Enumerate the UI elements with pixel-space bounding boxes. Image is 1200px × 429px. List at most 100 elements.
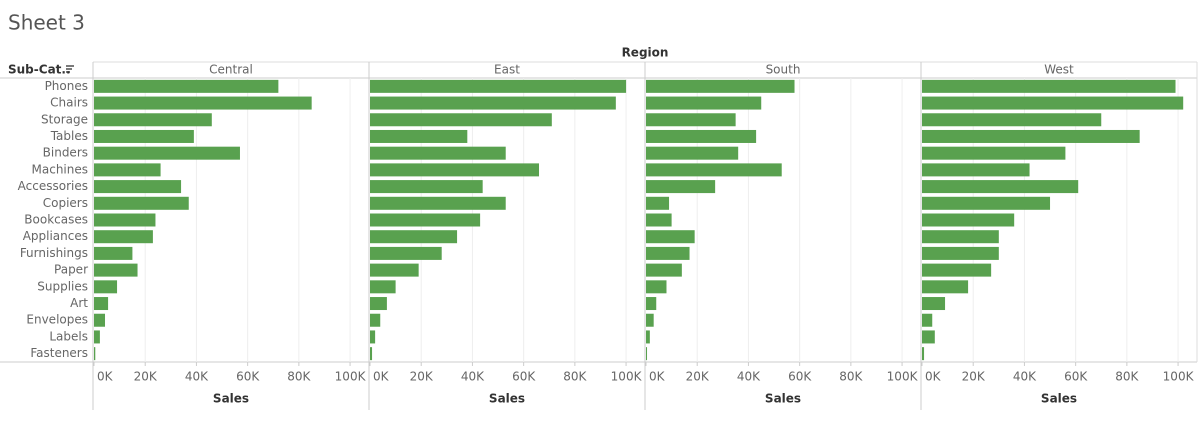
bar: [94, 297, 109, 311]
bar: [922, 180, 1079, 194]
row-label: Paper: [54, 263, 88, 277]
row-header: Sub-Cat..: [8, 63, 71, 77]
x-tick-label: 40K: [185, 370, 209, 384]
panel-header: South: [766, 63, 801, 77]
bar: [94, 96, 312, 110]
x-tick-label: 100K: [611, 370, 643, 384]
row-label: Tables: [50, 129, 88, 143]
bar: [922, 263, 992, 277]
bar: [922, 313, 933, 327]
x-tick-label: 20K: [686, 370, 710, 384]
bar: [94, 213, 156, 227]
bar: [922, 246, 999, 260]
bar: [94, 280, 118, 294]
panel-header: West: [1044, 63, 1074, 77]
bar: [922, 330, 935, 344]
bar: [370, 79, 627, 93]
bar: [370, 263, 419, 277]
panel-header: Central: [209, 63, 253, 77]
bar: [922, 347, 925, 361]
bar: [922, 113, 1102, 127]
bar: [646, 347, 648, 361]
bar: [922, 146, 1066, 160]
bar: [646, 129, 757, 143]
row-label: Machines: [32, 162, 88, 176]
bar: [370, 246, 442, 260]
bar: [646, 146, 739, 160]
x-axis-label: Sales: [765, 392, 801, 406]
bar: [646, 263, 682, 277]
bar: [646, 180, 716, 194]
x-axis-label: Sales: [489, 392, 525, 406]
bar: [370, 129, 468, 143]
bar: [922, 230, 999, 244]
bar: [370, 163, 540, 177]
bar: [94, 347, 96, 361]
bar: [922, 196, 1051, 210]
row-label: Chairs: [50, 96, 88, 110]
row-label: Art: [70, 296, 88, 310]
bar: [94, 113, 212, 127]
sort-icon[interactable]: [66, 65, 74, 73]
bar: [94, 79, 279, 93]
x-tick-label: 20K: [962, 370, 986, 384]
row-label: Binders: [43, 146, 88, 160]
row-label: Appliances: [23, 229, 88, 243]
bar: [646, 330, 650, 344]
x-tick-label: 0K: [649, 370, 666, 384]
x-tick-label: 40K: [737, 370, 761, 384]
row-label: Labels: [49, 329, 88, 343]
bar: [94, 313, 106, 327]
x-axis-label: Sales: [213, 392, 249, 406]
bar: [922, 129, 1140, 143]
bar: [646, 213, 672, 227]
x-tick-label: 100K: [335, 370, 367, 384]
chart-title: Sheet 3: [8, 11, 85, 35]
row-label: Phones: [45, 79, 88, 93]
bar: [94, 246, 133, 260]
bar: [94, 230, 153, 244]
bar: [646, 96, 762, 110]
x-tick-label: 0K: [373, 370, 390, 384]
bar: [370, 297, 387, 311]
bar: [646, 113, 736, 127]
row-label: Copiers: [43, 196, 88, 210]
bar: [646, 280, 667, 294]
row-label: Bookcases: [24, 213, 88, 227]
x-tick-label: 60K: [236, 370, 260, 384]
bar: [94, 196, 189, 210]
x-tick-label: 100K: [1163, 370, 1195, 384]
bar: [922, 280, 969, 294]
bar: [370, 96, 616, 110]
bar: [370, 313, 381, 327]
x-tick-label: 60K: [1064, 370, 1088, 384]
x-tick-label: 80K: [1115, 370, 1139, 384]
bar: [922, 163, 1030, 177]
bar: [646, 246, 690, 260]
column-header: Region: [622, 46, 669, 60]
x-tick-label: 40K: [461, 370, 485, 384]
x-tick-label: 80K: [839, 370, 863, 384]
bar: [370, 330, 376, 344]
bar: [94, 180, 182, 194]
x-tick-label: 80K: [563, 370, 587, 384]
bar: [646, 79, 795, 93]
x-tick-label: 0K: [925, 370, 942, 384]
x-tick-label: 20K: [134, 370, 158, 384]
bar: [94, 330, 100, 344]
bar: [94, 129, 194, 143]
bar: [646, 163, 782, 177]
bar: [646, 297, 657, 311]
panel-header: East: [494, 63, 520, 77]
x-tick-label: 100K: [887, 370, 919, 384]
bar: [922, 213, 1015, 227]
x-tick-label: 0K: [97, 370, 114, 384]
x-tick-label: 40K: [1013, 370, 1037, 384]
bar: [922, 96, 1184, 110]
bar: [646, 313, 654, 327]
row-label: Supplies: [37, 279, 88, 293]
bar: [646, 230, 695, 244]
row-label: Storage: [41, 112, 88, 126]
bar: [370, 280, 396, 294]
